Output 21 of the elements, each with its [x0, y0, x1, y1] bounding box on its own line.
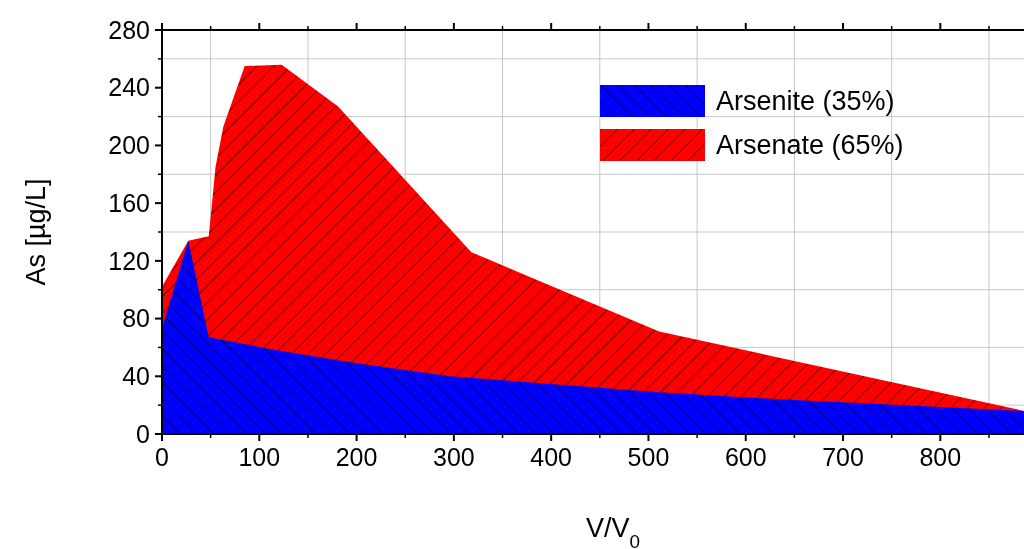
- y-tick-label: 0: [136, 419, 150, 448]
- x-tick-label: 400: [530, 443, 573, 471]
- x-tick-label: 800: [919, 443, 962, 471]
- x-tick-label: 300: [433, 443, 475, 471]
- y-axis-title: As [µg/L]: [21, 178, 51, 286]
- y-tick-label: 240: [108, 73, 150, 102]
- x-tick-label: 200: [335, 443, 378, 471]
- y-tick-label: 80: [122, 304, 150, 333]
- y-tick-label: 40: [122, 362, 150, 391]
- x-tick-label: 100: [238, 443, 281, 471]
- legend-label: Arsenite (35%): [716, 86, 895, 117]
- x-axis-title: V/V$_{0}$: [585, 513, 641, 549]
- y-tick-label: 280: [108, 15, 150, 44]
- y-tick-label: 200: [108, 131, 150, 160]
- y-tick-label: 160: [108, 188, 150, 217]
- x-tick-label: 0: [155, 443, 169, 471]
- x-tick-label: 700: [822, 443, 864, 471]
- legend-label: Arsenate (65%): [716, 130, 904, 161]
- x-tick-label: 600: [724, 443, 767, 471]
- x-tick-label: 500: [627, 443, 670, 471]
- y-tick-label: 120: [108, 246, 150, 275]
